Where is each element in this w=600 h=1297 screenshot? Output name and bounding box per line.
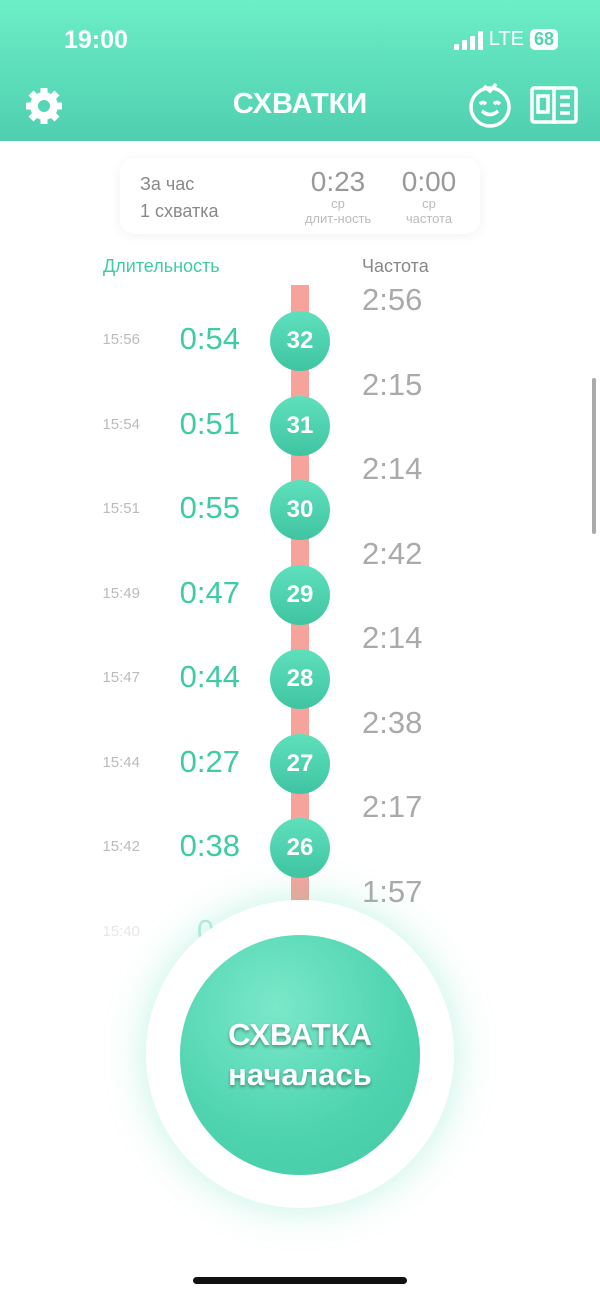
row-time: 15:54 xyxy=(102,415,140,433)
avg-duration-value: 0:23 xyxy=(310,166,366,197)
contraction-row[interactable]: 15:47 0:44 28 xyxy=(0,649,600,709)
contraction-number-badge: 28 xyxy=(270,649,330,709)
row-time: 15:42 xyxy=(102,838,140,855)
avg-duration-caption: ср длит-ность xyxy=(304,196,372,226)
row-time: 15:47 xyxy=(102,669,140,686)
button-line2: началась xyxy=(228,1057,372,1092)
contraction-number-badge: 30 xyxy=(270,480,330,540)
contraction-row[interactable]: 15:42 0:38 26 xyxy=(0,818,600,878)
baby-face-icon[interactable] xyxy=(466,80,514,128)
contraction-row[interactable]: 15:51 0:55 30 xyxy=(0,480,600,540)
avg-frequency-caption: ср частота xyxy=(405,196,453,226)
row-duration: 0:47 xyxy=(179,574,240,610)
row-duration: 0:27 xyxy=(179,743,240,779)
row-time: 15:51 xyxy=(102,500,140,517)
row-duration: 0:54 xyxy=(179,321,240,356)
contraction-row[interactable]: 15:54 0:51 31 xyxy=(0,395,600,456)
interval-frequency: 2:42 xyxy=(362,535,423,571)
interval-frequency: 2:17 xyxy=(362,789,423,824)
button-line1: СХВАТКА xyxy=(228,1017,372,1052)
signal-icon xyxy=(453,30,483,50)
contraction-number-badge: 31 xyxy=(270,395,330,456)
interval-frequency: 1:57 xyxy=(362,873,423,909)
row-time: 15:49 xyxy=(102,584,140,602)
contraction-row[interactable]: 15:49 0:47 29 xyxy=(0,564,600,625)
row-duration: 0:55 xyxy=(179,490,240,525)
row-duration: 0:51 xyxy=(179,405,240,441)
contraction-number-badge: 26 xyxy=(270,818,330,878)
home-indicator[interactable] xyxy=(193,1277,407,1284)
header: 19:00 LTE 68 СХВАТКИ xyxy=(0,0,600,141)
status-indicators: LTE 68 xyxy=(453,28,558,51)
interval-frequency: 2:14 xyxy=(362,451,423,486)
contraction-row[interactable]: 15:44 0:27 27 xyxy=(0,733,600,794)
contraction-number-badge: 32 xyxy=(270,311,330,371)
hourly-summary-card: За час 1 схватка 0:23 ср длит-ность 0:00 … xyxy=(120,158,480,234)
contraction-number-badge: 29 xyxy=(270,564,330,625)
row-time: 15:40 xyxy=(102,922,140,940)
interval-frequency: 2:15 xyxy=(362,366,423,402)
page-title: СХВАТКИ xyxy=(232,88,368,120)
interval-frequency: 2:56 xyxy=(362,282,423,317)
frequency-column-header: Частота xyxy=(362,256,429,276)
summary-period: За час xyxy=(140,174,195,194)
contraction-row[interactable]: 15:56 0:54 32 xyxy=(0,311,600,371)
avg-frequency-value: 0:00 xyxy=(401,166,457,197)
network-label: LTE xyxy=(488,28,524,50)
interval-frequency: 2:38 xyxy=(362,704,423,740)
book-icon[interactable] xyxy=(530,86,578,126)
contraction-number-badge: 27 xyxy=(270,733,330,794)
summary-count: 1 схватка xyxy=(140,201,219,221)
status-time: 19:00 xyxy=(64,26,128,54)
scrollbar[interactable] xyxy=(592,378,596,534)
contraction-started-button[interactable]: СХВАТКА началась xyxy=(180,935,420,1175)
row-duration: 0:44 xyxy=(179,659,240,694)
row-time: 15:56 xyxy=(102,331,140,348)
duration-column-header: Длительность xyxy=(103,256,220,276)
battery-icon: 68 xyxy=(529,29,558,50)
row-time: 15:44 xyxy=(102,753,140,771)
interval-frequency: 2:14 xyxy=(362,620,423,655)
gear-icon[interactable] xyxy=(24,86,64,126)
row-duration: 0:38 xyxy=(179,828,240,863)
